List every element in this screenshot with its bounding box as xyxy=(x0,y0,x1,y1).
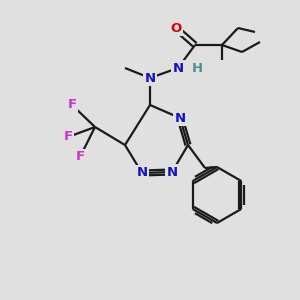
Text: F: F xyxy=(63,130,73,143)
Text: N: N xyxy=(174,112,186,124)
Text: F: F xyxy=(68,98,76,112)
Text: N: N xyxy=(167,166,178,178)
Text: N: N xyxy=(144,71,156,85)
Text: F: F xyxy=(75,151,85,164)
Text: N: N xyxy=(172,61,184,74)
Text: O: O xyxy=(170,22,182,34)
Text: H: H xyxy=(192,61,203,74)
Text: N: N xyxy=(136,167,148,179)
